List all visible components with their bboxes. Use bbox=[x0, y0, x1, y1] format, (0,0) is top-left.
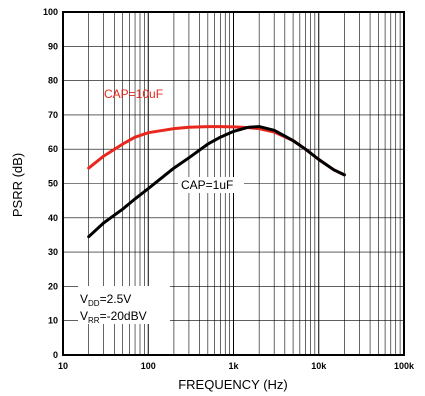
annotation-vdd-subscript: DD bbox=[88, 299, 100, 308]
series-label-cap-1uf-background bbox=[178, 177, 244, 193]
data-series bbox=[87, 125, 346, 239]
x-tick-label: 10 bbox=[58, 361, 68, 371]
y-tick-label: 50 bbox=[48, 179, 58, 189]
annotation-vrr-value: =-20dBV bbox=[100, 309, 147, 323]
y-tick-label: 40 bbox=[48, 213, 58, 223]
x-tick-label: 100k bbox=[394, 361, 415, 371]
conditions-box-background bbox=[78, 286, 170, 324]
annotation-vdd: VDD=2.5V bbox=[80, 292, 131, 308]
y-tick-labels: 0 10 20 30 40 50 60 70 80 90 100 bbox=[43, 7, 58, 360]
y-tick-label: 100 bbox=[43, 7, 58, 17]
series-line-1 bbox=[87, 125, 346, 239]
x-tick-label: 10k bbox=[311, 361, 327, 371]
annotation-vdd-prefix: V bbox=[80, 292, 88, 306]
series-label-cap-1uf: CAP=1uF bbox=[181, 178, 233, 192]
y-tick-label: 60 bbox=[48, 144, 58, 154]
y-tick-label: 20 bbox=[48, 281, 58, 291]
y-tick-label: 10 bbox=[48, 316, 58, 326]
y-tick-label: 0 bbox=[53, 350, 58, 360]
y-tick-label: 70 bbox=[48, 110, 58, 120]
y-tick-label: 90 bbox=[48, 41, 58, 51]
y-tick-label: 80 bbox=[48, 76, 58, 86]
series-label-cap-10uf: CAP=10uF bbox=[104, 87, 163, 101]
x-axis-label: FREQUENCY (Hz) bbox=[178, 377, 288, 392]
y-axis-label: PSRR (dB) bbox=[10, 153, 25, 217]
x-tick-label: 100 bbox=[141, 361, 156, 371]
annotation-vrr: VRR=-20dBV bbox=[80, 309, 147, 325]
x-tick-label: 1k bbox=[228, 361, 239, 371]
plot-frame bbox=[62, 11, 405, 356]
annotation-vrr-subscript: RR bbox=[88, 316, 100, 325]
y-tick-label: 30 bbox=[48, 247, 58, 257]
x-tick-labels: 10 100 1k 10k 100k bbox=[58, 361, 415, 371]
annotation-vrr-prefix: V bbox=[80, 309, 88, 323]
annotation-vdd-value: =2.5V bbox=[100, 292, 132, 306]
